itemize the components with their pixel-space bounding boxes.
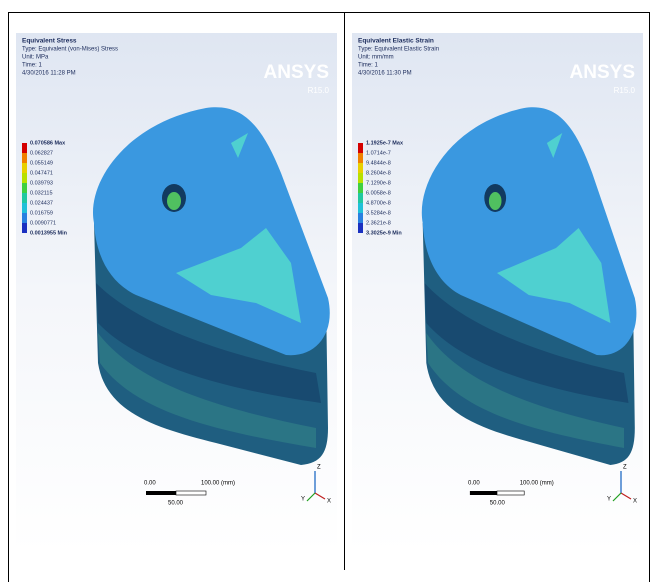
- hole-ring: [489, 192, 502, 210]
- scale-bar: [470, 491, 497, 495]
- result-image: Equivalent Stress Type: Equivalent (von-M…: [16, 33, 337, 553]
- axis-label: X: [327, 499, 331, 505]
- legend-label: 3.5284e-8: [366, 210, 391, 216]
- panel: Equivalent Stress Type: Equivalent (von-M…: [16, 33, 337, 553]
- legend-label: 0.055149: [30, 160, 53, 166]
- axis-label: Z: [317, 465, 321, 471]
- legend-label: 0.032115: [30, 190, 53, 196]
- legend-swatch: [22, 153, 27, 163]
- legend-swatch: [22, 223, 27, 233]
- legend-swatch: [358, 173, 363, 183]
- legend-swatch: [358, 163, 363, 173]
- legend-swatch: [358, 213, 363, 223]
- legend-label: 8.2604e-8: [366, 170, 391, 176]
- info-title: Equivalent Stress: [22, 38, 77, 45]
- scale-mid: 50.00: [490, 501, 506, 507]
- info-time: Time: 1: [22, 63, 42, 69]
- legend-swatch: [22, 173, 27, 183]
- scale-end: 100.00 (mm): [520, 481, 554, 487]
- panel: Equivalent Elastic Strain Type: Equivalen…: [352, 33, 643, 553]
- legend-swatch: [358, 143, 363, 153]
- axis-label: X: [633, 499, 637, 505]
- legend-swatch: [358, 153, 363, 163]
- legend-swatch: [22, 213, 27, 223]
- legend-swatch: [358, 223, 363, 233]
- legend-label: 0.062827: [30, 150, 53, 156]
- info-type: Type: Equivalent (von-Mises) Stress: [22, 47, 118, 53]
- legend-swatch: [22, 183, 27, 193]
- legend-label: 3.3025e-9 Min: [366, 230, 402, 236]
- page: Equivalent Stress Type: Equivalent (von-M…: [0, 0, 659, 570]
- logo: ANSYS: [264, 62, 329, 83]
- version: R15.0: [308, 86, 330, 95]
- scale-end: 100.00 (mm): [201, 481, 235, 487]
- scale-bar: [146, 491, 176, 495]
- version: R15.0: [614, 86, 636, 95]
- legend-label: 9.4844e-8: [366, 160, 391, 166]
- legend-swatch: [358, 193, 363, 203]
- legend-label: 2.3621e-8: [366, 220, 391, 226]
- info-unit: Unit: MPa: [22, 55, 49, 61]
- scale-mid: 50.00: [168, 501, 184, 507]
- legend-label: 7.1290e-8: [366, 180, 391, 186]
- info-date: 4/30/2016 11:28 PM: [22, 71, 76, 77]
- info-type: Type: Equivalent Elastic Strain: [358, 47, 439, 53]
- axis-label: Y: [607, 497, 611, 503]
- legend-swatch: [22, 193, 27, 203]
- scale-bar: [497, 491, 524, 495]
- info-unit: Unit: mm/mm: [358, 55, 394, 61]
- legend-label: 0.070586 Max: [30, 140, 66, 146]
- info-date: 4/30/2016 11:30 PM: [358, 71, 412, 77]
- legend-label: 0.0090771: [30, 220, 56, 226]
- legend-label: 0.0013955 Min: [30, 230, 68, 236]
- info-time: Time: 1: [358, 63, 378, 69]
- legend-label: 0.016759: [30, 210, 53, 216]
- cell-divider: [344, 12, 345, 570]
- legend-swatch: [358, 203, 363, 213]
- scale-bar: [176, 491, 206, 495]
- legend-swatch: [358, 183, 363, 193]
- legend-label: 4.8700e-8: [366, 200, 391, 206]
- axis-label: Y: [301, 497, 305, 503]
- hole-ring: [167, 192, 181, 210]
- legend-swatch: [22, 163, 27, 173]
- legend-label: 0.047471: [30, 170, 53, 176]
- legend-label: 1.1925e-7 Max: [366, 140, 404, 146]
- legend-label: 1.0714e-7: [366, 150, 391, 156]
- legend-label: 0.024437: [30, 200, 53, 206]
- axis-label: Z: [623, 465, 627, 471]
- result-image: Equivalent Elastic Strain Type: Equivalen…: [352, 33, 643, 553]
- legend-swatch: [22, 203, 27, 213]
- legend-label: 6.0058e-8: [366, 190, 391, 196]
- scale-start: 0.00: [468, 481, 480, 487]
- legend-label: 0.039793: [30, 180, 53, 186]
- info-title: Equivalent Elastic Strain: [358, 38, 434, 45]
- logo: ANSYS: [570, 62, 635, 83]
- scale-start: 0.00: [144, 481, 156, 487]
- legend-swatch: [22, 143, 27, 153]
